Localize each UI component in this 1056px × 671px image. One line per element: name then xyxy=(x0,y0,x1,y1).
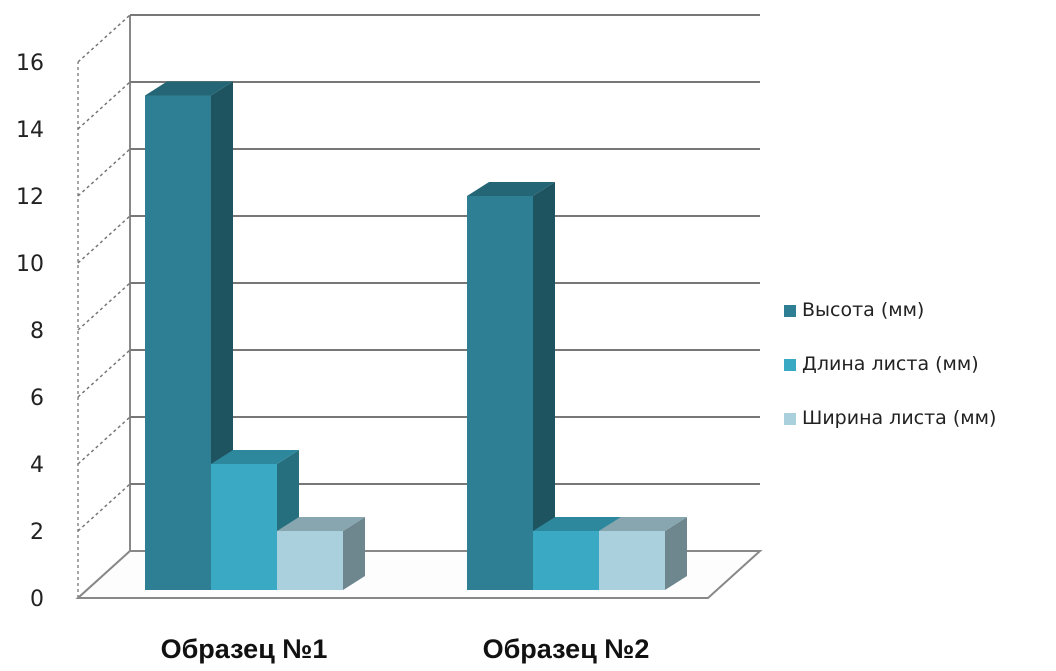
bar-front xyxy=(467,196,533,590)
gridline-side xyxy=(77,14,131,63)
bar-top xyxy=(211,450,299,464)
gridline-side xyxy=(77,81,131,130)
y-tick-label: 14 xyxy=(16,118,44,143)
legend-swatch xyxy=(784,359,796,371)
side-wall xyxy=(77,15,131,599)
x-category-label: Образец №1 xyxy=(161,634,328,664)
legend-label: Длина листа (мм) xyxy=(802,353,979,375)
bar-top xyxy=(599,517,687,531)
bar xyxy=(211,450,299,590)
bar-side xyxy=(343,517,365,590)
x-axis-categories: Образец №1 Образец №2 xyxy=(161,634,650,664)
bar-front xyxy=(277,531,343,590)
bars xyxy=(145,81,687,590)
bar xyxy=(467,182,555,590)
y-tick-label: 4 xyxy=(30,453,44,478)
bar xyxy=(599,517,687,590)
y-tick-label: 6 xyxy=(30,386,44,411)
y-tick-label: 16 xyxy=(16,51,44,76)
legend-label: Ширина листа (мм) xyxy=(802,407,996,429)
x-category-label: Образец №2 xyxy=(483,634,650,664)
y-axis-ticks: 0 2 4 6 8 10 12 14 16 xyxy=(16,51,44,612)
bar-front xyxy=(145,95,211,590)
y-tick-label: 12 xyxy=(16,185,44,210)
bar-side xyxy=(665,517,687,590)
bar-side xyxy=(533,182,555,590)
bar xyxy=(277,517,365,590)
gridline-side xyxy=(77,483,131,532)
gridline-side xyxy=(77,215,131,264)
gridline-side xyxy=(77,282,131,331)
gridline-side xyxy=(77,148,131,197)
legend-swatch xyxy=(784,305,796,317)
gridline-side xyxy=(77,416,131,465)
bar-front xyxy=(211,464,277,590)
y-tick-label: 8 xyxy=(30,319,44,344)
bar-top xyxy=(467,182,555,196)
legend: Высота (мм) Длина листа (мм) Ширина листа … xyxy=(784,299,996,429)
bar-top xyxy=(277,517,365,531)
gridline-side xyxy=(77,349,131,398)
bar-front xyxy=(599,531,665,590)
y-tick-label: 2 xyxy=(30,520,44,545)
legend-label: Высота (мм) xyxy=(802,299,924,321)
bar-front xyxy=(533,531,599,590)
y-tick-label: 10 xyxy=(16,252,44,277)
bar-top xyxy=(145,81,233,96)
legend-swatch xyxy=(784,413,796,425)
y-tick-label: 0 xyxy=(30,587,44,612)
bar-top xyxy=(533,517,621,531)
